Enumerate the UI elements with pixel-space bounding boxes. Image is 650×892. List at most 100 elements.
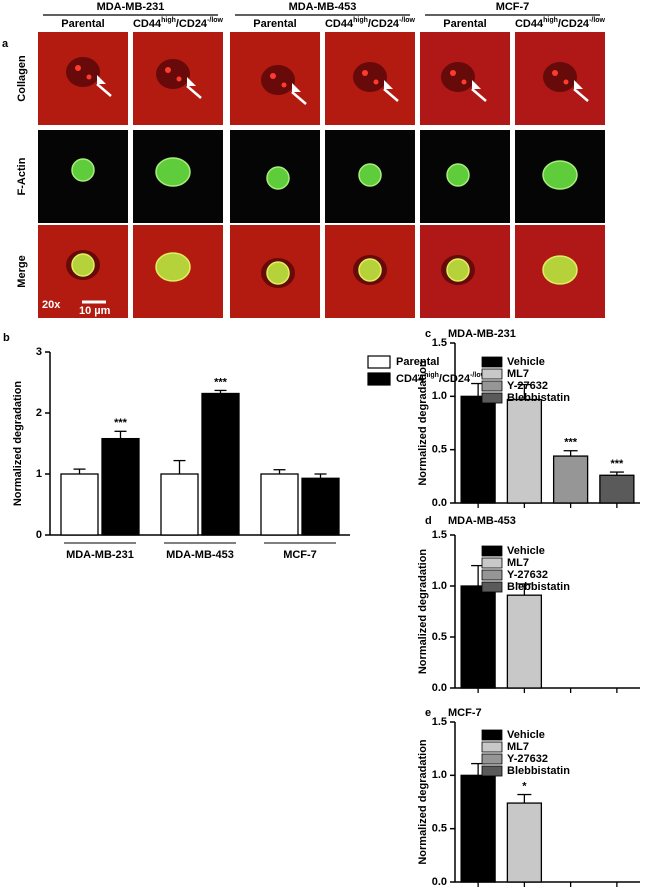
y-tick-label: 1.5 [432,529,447,541]
collagen-spot [563,79,569,85]
degraded-spot [441,62,475,92]
arrow [96,83,112,97]
degraded-spot [353,62,387,92]
collagen-spot [176,76,182,82]
legend-swatch [481,569,503,581]
legend-swatch [481,392,503,404]
y-tick-label: 1.5 [432,337,447,349]
subheader-part: /CD24 [368,18,400,30]
degraded-spot [261,65,295,95]
x-tick-label: MCF-7 [283,549,317,561]
row-label: Collagen [16,55,28,102]
legend-label: Y-27632 [507,753,548,765]
degraded-spot [543,62,577,92]
y-tick-label: 0.5 [432,444,447,456]
arrow-head [472,80,481,89]
cell [542,255,578,285]
bar [101,437,140,536]
legend-swatch [481,765,503,777]
bar [506,594,543,689]
legend-swatch [481,545,503,557]
y-axis-label: Normalized degradation [417,360,429,486]
cell [358,258,382,282]
subheader: Parental [253,18,296,30]
legend-label: Y-27632 [507,380,548,392]
y-tick-label: 0.0 [432,876,447,888]
cell [446,258,470,282]
bar [160,473,199,536]
cell [446,163,470,187]
legend-label: Parental [396,356,439,368]
collagen-spot [165,67,171,73]
subheader-part: -/low [207,17,223,24]
bar [506,398,543,504]
y-tick-label: 1.0 [432,390,447,402]
cell [358,163,382,187]
y-tick-label: 0.0 [432,497,447,509]
degraded-spot [156,59,190,89]
subheader-part: -/low [589,17,605,24]
legend-label: Y-27632 [507,569,548,581]
legend-label-part: CD44 [396,373,425,385]
panel-letter: b [3,332,10,344]
arrow [573,88,589,102]
collagen-spot [461,79,467,85]
legend-label: Vehicle [507,729,545,741]
arrow-head [574,80,583,89]
degraded-spot [66,57,100,87]
cell [542,160,578,190]
arrow [291,91,307,105]
row-label: F-Actin [16,157,28,195]
bar [301,477,340,536]
significance: *** [114,417,128,429]
subheader-part: -/low [399,17,415,24]
cell [266,166,290,190]
bar [506,802,543,883]
panel-letter: d [425,515,432,527]
legend-swatch [367,372,391,386]
panel-letter: c [425,328,431,340]
collagen-spot [86,74,92,80]
panel-letter: a [2,38,9,50]
subheader-part: CD44 [325,18,354,30]
y-tick-label: 0 [36,529,42,541]
y-tick-label: 3 [36,346,42,358]
chart-title: MCF-7 [448,707,482,719]
legend-swatch [481,557,503,569]
collagen-spot [270,73,276,79]
subheader-part: high [161,17,176,24]
subheader-part: CD44 [515,18,544,30]
cell [266,261,290,285]
legend-swatch [481,729,503,741]
y-tick-label: 1.0 [432,769,447,781]
legend-swatch [481,741,503,753]
significance: *** [610,458,624,470]
group-header: MDA-MB-453 [289,1,357,13]
collagen-spot [281,82,287,88]
legend-label: ML7 [507,557,529,569]
subheader-part: high [543,17,558,24]
y-axis-label: Normalized degradation [417,739,429,865]
y-tick-label: 0.5 [432,631,447,643]
legend-label: ML7 [507,368,529,380]
cell [155,252,191,282]
arrow-head [384,80,393,89]
y-tick-label: 0.5 [432,823,447,835]
bar [201,392,240,536]
y-tick-label: 2 [36,407,42,419]
bar [460,774,496,883]
legend-swatch [367,355,391,369]
y-axis-label: Normalized degradation [12,381,24,507]
row-label: Merge [16,255,28,287]
scale-label: 10 µm [79,305,111,317]
group-header: MCF-7 [496,1,530,13]
arrow [186,85,202,99]
legend-swatch [481,368,503,380]
x-tick-label: MDA-MB-231 [66,549,134,561]
cell [155,157,191,187]
legend-label: Blebbistatin [507,581,570,593]
collagen-spot [362,70,368,76]
chart-title: MDA-MB-453 [448,515,516,527]
subheader-part: /CD24 [558,18,590,30]
